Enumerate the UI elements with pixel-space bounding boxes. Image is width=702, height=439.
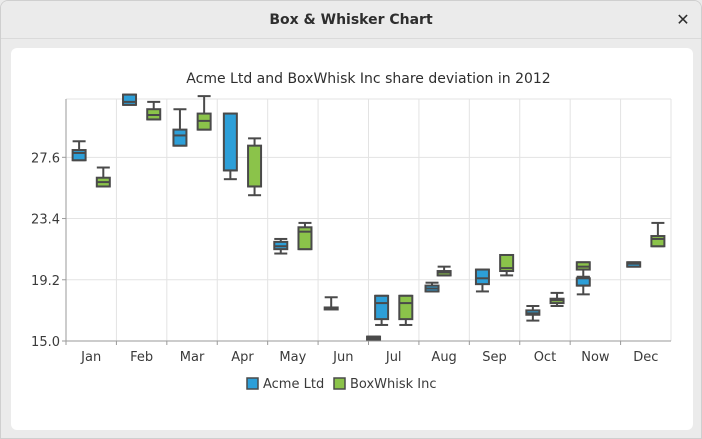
x-tick-label: Now	[581, 350, 610, 365]
box-acme	[323, 296, 339, 311]
box-boxwhisk	[196, 95, 212, 131]
box-acme	[172, 108, 188, 147]
box-whisker-chart: Acme Ltd and BoxWhisk Inc share deviatio…	[31, 71, 672, 392]
box-iqr	[71, 149, 87, 162]
close-icon[interactable]: ✕	[676, 9, 690, 29]
box-acme	[474, 268, 490, 293]
box-acme	[222, 112, 238, 181]
window-title: Box & Whisker Chart	[269, 11, 433, 28]
box-boxwhisk	[146, 100, 162, 121]
x-tick-label: Jan	[80, 350, 101, 365]
x-tick-label: Feb	[130, 350, 153, 365]
box-acme	[366, 335, 382, 341]
x-tick-label: May	[279, 350, 306, 365]
box-acme	[626, 261, 642, 268]
x-tick-label: Jun	[332, 350, 353, 365]
box-iqr	[122, 93, 138, 106]
legend-swatch	[333, 377, 346, 390]
box-acme	[122, 93, 138, 106]
title-bar[interactable]: Box & Whisker Chart ✕	[1, 1, 701, 39]
box-acme	[71, 140, 87, 162]
x-tick-label: Dec	[633, 350, 658, 365]
box-iqr	[374, 294, 390, 321]
x-tick-label: Mar	[180, 350, 205, 365]
box-boxwhisk	[549, 291, 565, 308]
box-boxwhisk	[247, 137, 263, 197]
y-tick-label: 15.0	[31, 335, 60, 350]
chart-title: Acme Ltd and BoxWhisk Inc share deviatio…	[186, 71, 550, 87]
box-boxwhisk	[436, 265, 452, 277]
box-iqr	[247, 144, 263, 188]
y-tick-label: 23.4	[31, 213, 60, 228]
box-boxwhisk	[398, 294, 414, 326]
legend-swatch	[246, 377, 259, 390]
x-tick-label: Aug	[431, 350, 456, 365]
box-iqr	[172, 128, 188, 147]
box-boxwhisk	[650, 221, 666, 248]
chart-card: Acme Ltd and BoxWhisk Inc share deviatio…	[11, 48, 693, 430]
box-boxwhisk	[95, 166, 111, 188]
x-tick-label: Apr	[231, 350, 254, 365]
box-iqr	[398, 294, 414, 321]
x-tick-label: Oct	[534, 350, 556, 365]
y-tick-label: 27.6	[31, 151, 60, 166]
box-iqr	[297, 226, 313, 251]
box-boxwhisk	[499, 253, 515, 277]
box-acme	[525, 305, 541, 322]
box-acme	[273, 237, 289, 255]
box-iqr	[474, 268, 490, 286]
box-iqr	[499, 253, 515, 273]
box-acme	[575, 275, 591, 296]
box-acme	[374, 294, 390, 326]
box-acme	[424, 281, 440, 293]
box-boxwhisk	[297, 221, 313, 251]
box-boxwhisk	[575, 261, 591, 278]
box-iqr	[575, 277, 591, 287]
legend-label: BoxWhisk Inc	[350, 377, 437, 392]
legend-label: Acme Ltd	[263, 377, 324, 392]
x-tick-label: Sep	[482, 350, 507, 365]
x-tick-label: Jul	[385, 350, 402, 365]
y-tick-label: 19.2	[31, 274, 60, 289]
box-iqr	[650, 235, 666, 248]
box-iqr	[222, 112, 238, 172]
